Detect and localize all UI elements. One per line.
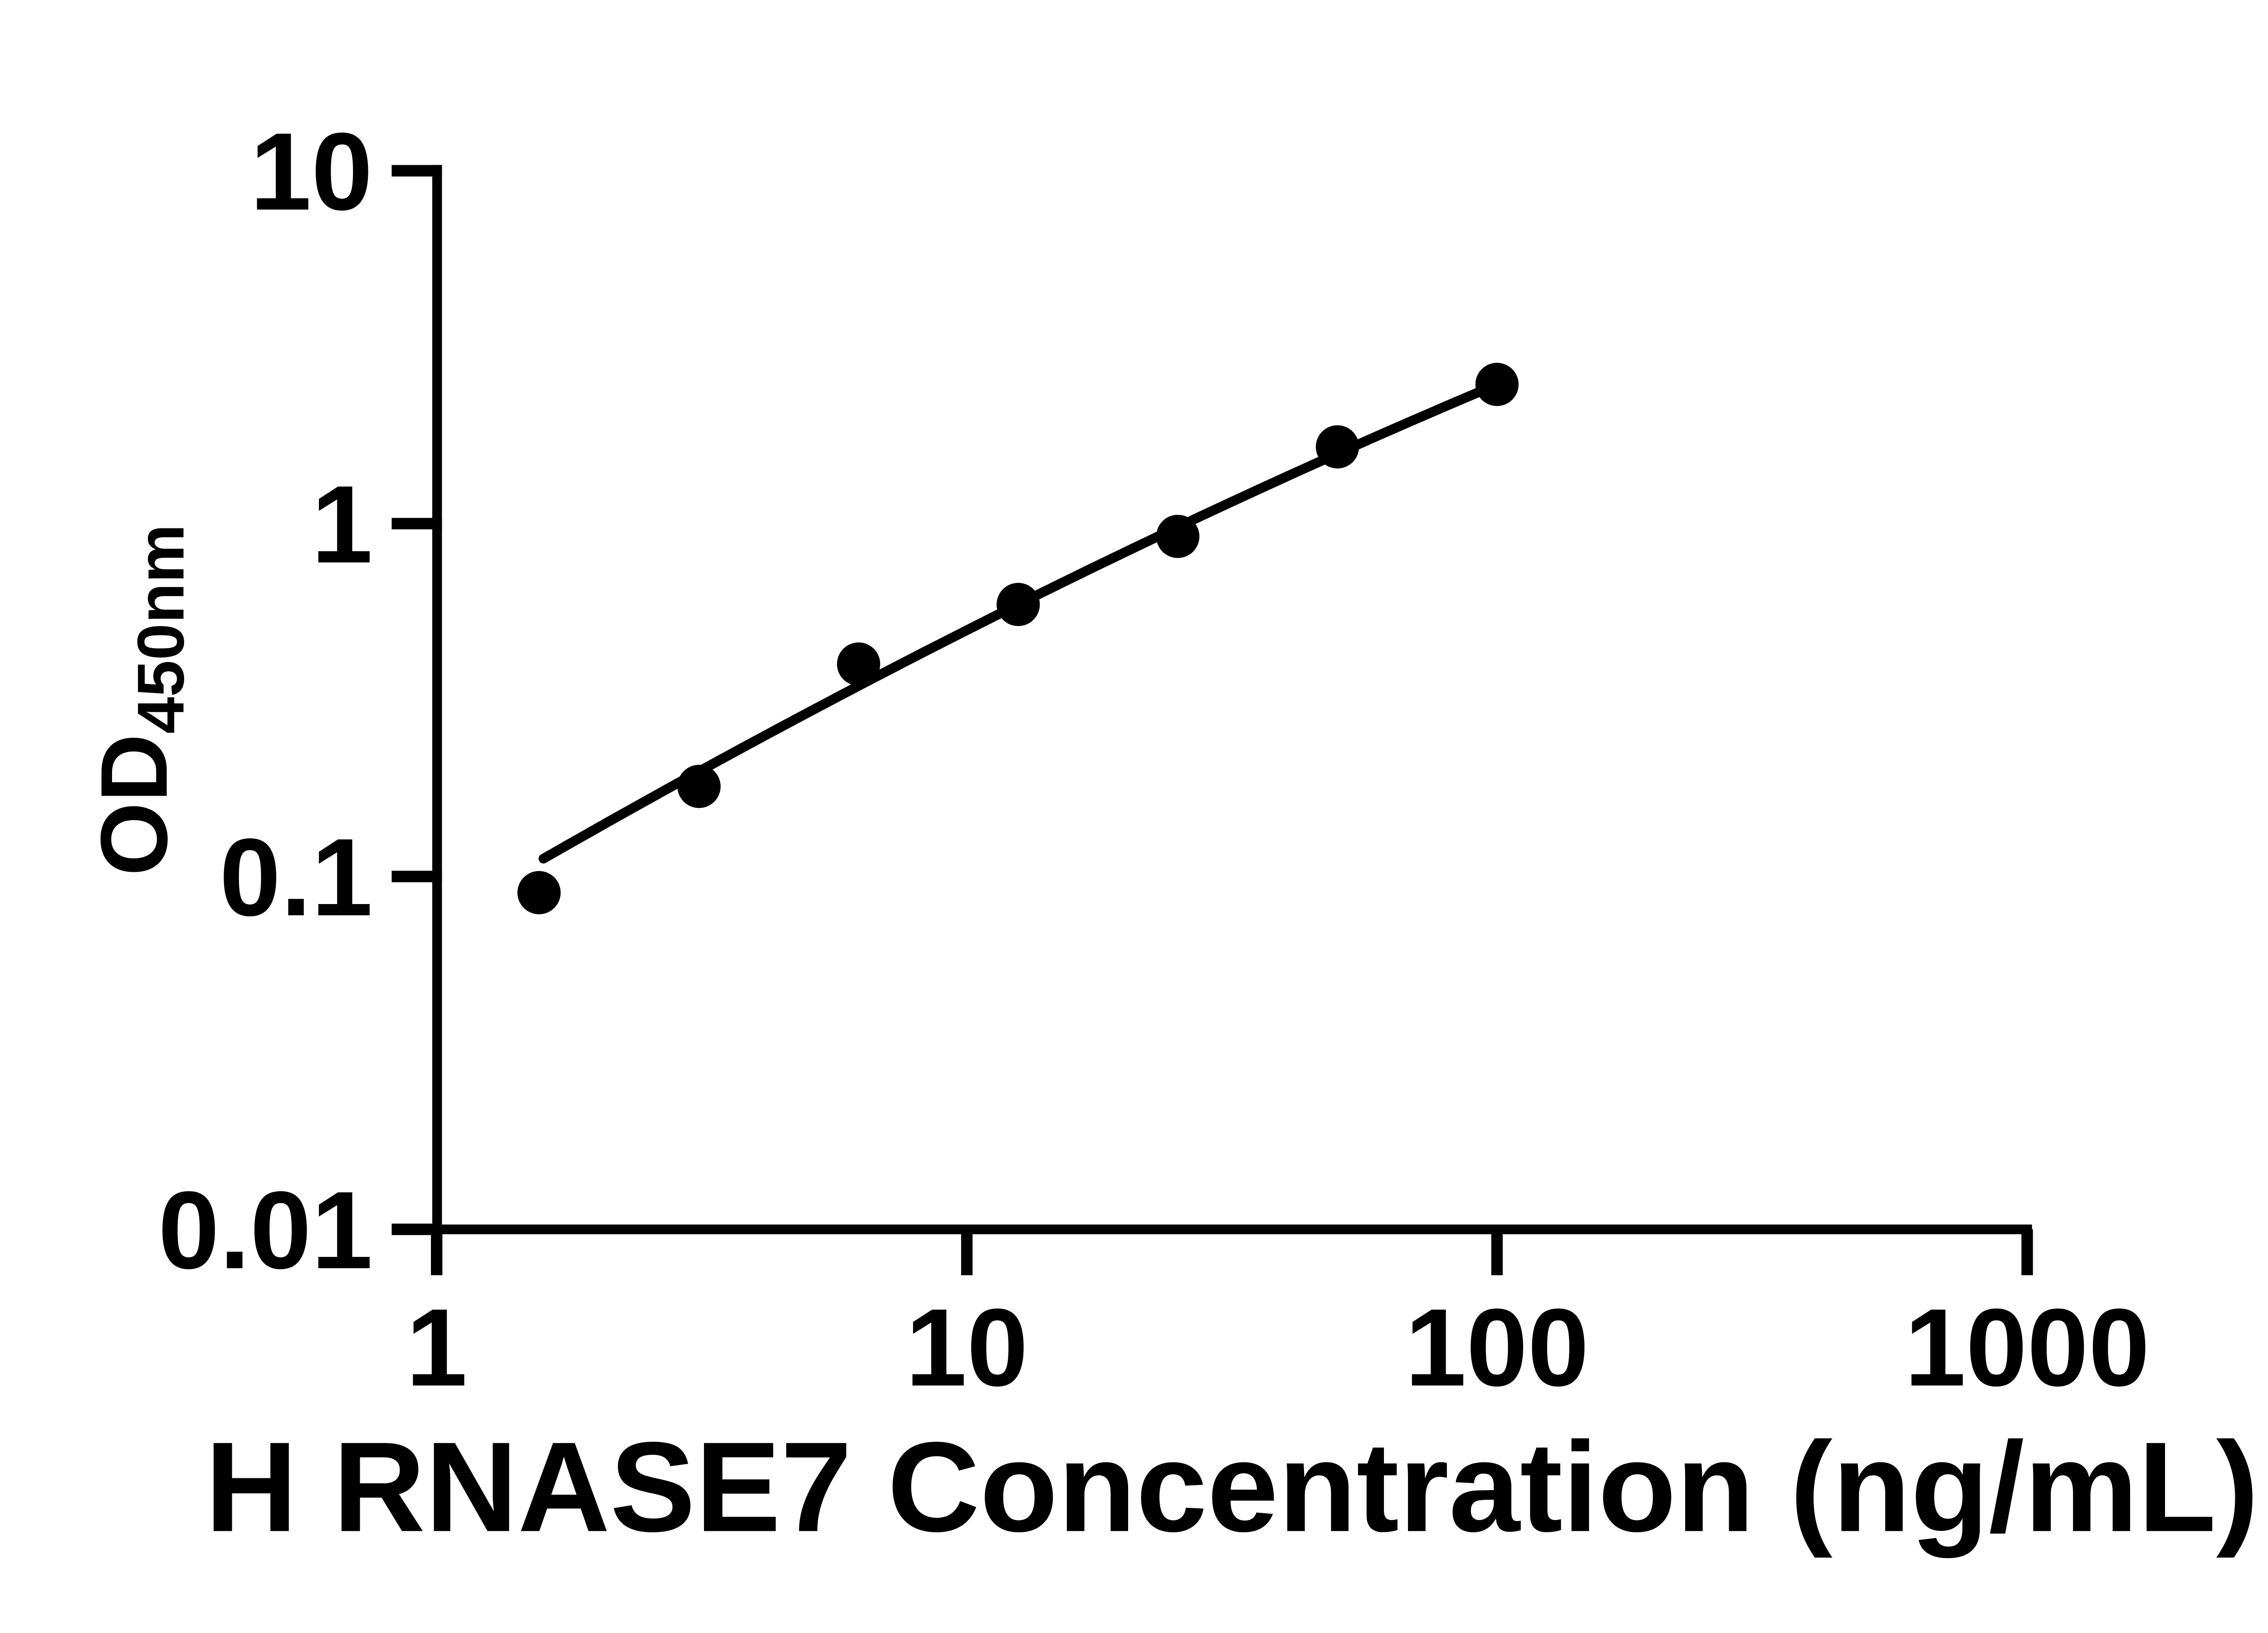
y-tick-label: 0.01	[158, 1169, 373, 1292]
data-point	[837, 642, 880, 686]
data-point	[1315, 425, 1359, 469]
data-point	[517, 871, 561, 914]
y-tick-label: 10	[250, 110, 372, 233]
y-axis-title-main: OD	[82, 734, 187, 876]
data-point	[1156, 514, 1200, 558]
y-axis-title: OD450nm	[82, 524, 198, 876]
y-tick-label: 0.1	[220, 816, 373, 939]
x-axis-title: H RNASE7 Concentration (ng/mL)	[205, 1415, 2259, 1559]
data-point	[997, 582, 1040, 626]
plot-area	[517, 362, 1519, 914]
data-point	[1475, 362, 1519, 406]
x-tick-label: 1	[406, 1286, 467, 1409]
y-tick-label: 1	[311, 463, 372, 586]
x-tick-label: 10	[905, 1286, 1028, 1409]
data-point	[677, 765, 721, 808]
x-tick-label: 100	[1405, 1286, 1589, 1409]
x-tick-label: 1000	[1905, 1286, 2150, 1409]
y-axis-title-subscript: 450nm	[124, 524, 198, 733]
axes: 10 1 0.1 0.01 1 10 100 1000	[158, 110, 2150, 1409]
